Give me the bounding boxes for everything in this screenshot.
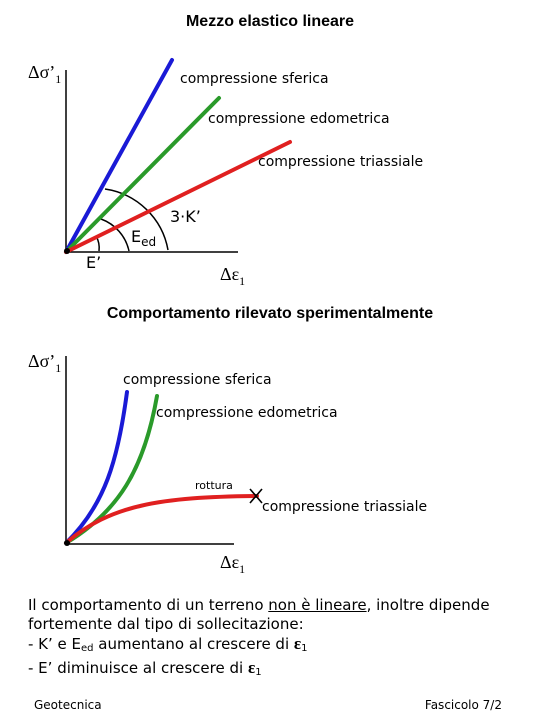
- diagram2-y-label: Δσ’1: [28, 351, 61, 375]
- label-young-modulus: E’: [86, 253, 101, 272]
- desc-line-3: - K’ e Eed aumentano al crescere di ε1: [28, 634, 308, 654]
- description-text: Il comportamento di un terreno non è lin…: [28, 596, 518, 682]
- failure-cross-icon: [249, 488, 263, 504]
- label-triaxial: compressione triassiale: [258, 154, 423, 170]
- label-oedometric: compressione edometrica: [208, 111, 390, 127]
- label-spherical: compressione sferica: [180, 71, 329, 87]
- line-triaxial: [64, 140, 292, 254]
- diagram2-axes: [65, 356, 234, 545]
- diagram1-origin: [64, 248, 70, 254]
- arc-oedometric-modulus: [100, 218, 130, 252]
- line-spherical: [64, 58, 174, 254]
- diagram2-origin: [64, 540, 70, 546]
- diagram2-x-label: Δε1: [220, 552, 245, 576]
- desc-line-2: fortemente dal tipo di sollecitazione:: [28, 615, 304, 633]
- label2-triaxial: compressione triassiale: [262, 499, 427, 515]
- diagram1-title: Mezzo elastico lineare: [186, 13, 354, 30]
- desc-line-4: - E’ diminuisce al crescere di ε1: [28, 658, 262, 678]
- label-failure: rottura: [195, 479, 233, 492]
- arc-bulk-modulus: [104, 188, 169, 251]
- diagram1-x-label: Δε1: [220, 264, 245, 288]
- diagram1-y-label: Δσ’1: [28, 62, 61, 86]
- diagram2-title: Comportamento rilevato sperimentalmente: [107, 305, 433, 322]
- curve-triaxial: [64, 494, 259, 545]
- label2-oedometric: compressione edometrica: [156, 405, 338, 421]
- desc-line-1: Il comportamento di un terreno non è lin…: [28, 596, 490, 614]
- label-bulk-modulus: 3·K’: [170, 207, 201, 226]
- footer-course: Geotecnica: [34, 698, 102, 712]
- line-oedometric: [64, 96, 221, 254]
- label2-spherical: compressione sferica: [123, 372, 272, 388]
- diagram1-axes: [65, 70, 238, 253]
- label-oedometric-modulus: Eed: [131, 227, 156, 249]
- curve-spherical: [64, 390, 129, 545]
- footer-page: Fascicolo 7/2: [424, 698, 502, 712]
